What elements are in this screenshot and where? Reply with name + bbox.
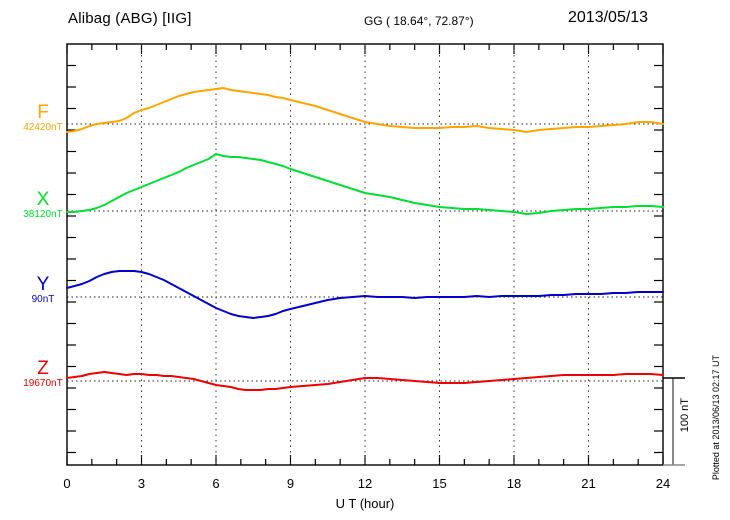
x-tick-label-6: 6 xyxy=(212,476,220,491)
x-axis-title: U T (hour) xyxy=(335,496,395,511)
scale-bar-label: 100 nT xyxy=(679,398,691,433)
plot-timestamp: Plotted at 2013/06/13 02:17 UT xyxy=(711,355,721,481)
component-label-y: Y 90nT xyxy=(12,275,74,306)
x-tick-label-18: 18 xyxy=(506,476,522,491)
component-baseline-z: 19670nT xyxy=(23,378,63,389)
x-tick-label-15: 15 xyxy=(432,476,447,491)
x-tick-label-3: 3 xyxy=(137,476,146,491)
trace-y xyxy=(66,270,664,319)
component-label-z: Z 19670nT xyxy=(12,359,74,390)
component-baseline-x: 38120nT xyxy=(23,209,63,220)
x-tick-label-0: 0 xyxy=(63,476,71,491)
trace-z xyxy=(66,371,664,391)
trace-x xyxy=(66,153,664,215)
component-name-z: Z xyxy=(37,358,49,379)
component-baseline-y: 90nT xyxy=(31,294,55,305)
x-tick-label-21: 21 xyxy=(581,476,596,491)
x-tick-label-12: 12 xyxy=(357,476,373,491)
component-name-y: Y xyxy=(36,274,50,295)
station-title: Alibag (ABG) [IIG] xyxy=(68,10,192,27)
x-tick-label-24: 24 xyxy=(655,476,671,491)
component-name-f: F xyxy=(37,102,49,123)
geographic-coordinates: GG ( 18.64°, 72.87°) xyxy=(364,14,474,28)
x-tick-label-9: 9 xyxy=(286,476,295,491)
observation-date: 2013/05/13 xyxy=(568,9,649,26)
component-label-x: X 38120nT xyxy=(12,190,74,221)
component-baseline-f: 42420nT xyxy=(23,122,63,133)
trace-f xyxy=(66,87,664,133)
component-label-f: F 42420nT xyxy=(12,103,74,134)
component-name-x: X xyxy=(36,189,50,210)
